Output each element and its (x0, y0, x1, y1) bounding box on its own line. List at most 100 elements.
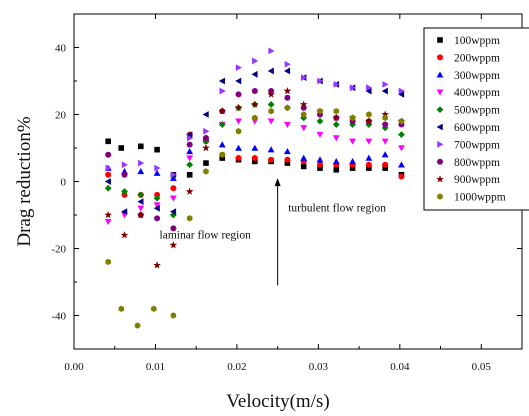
data-point (300, 163, 307, 170)
data-point (332, 135, 340, 142)
data-point (398, 118, 405, 125)
data-point (268, 156, 275, 163)
data-point (333, 166, 340, 173)
y-tick-label: 0 (61, 177, 67, 189)
data-point (366, 165, 372, 171)
data-point (235, 128, 242, 135)
data-point (365, 138, 373, 145)
data-point (234, 103, 243, 112)
data-point (349, 138, 356, 145)
data-point (153, 261, 161, 269)
data-point (169, 195, 177, 202)
data-point (121, 161, 128, 169)
legend-label: 200wppm (454, 52, 500, 64)
x-axis: 0.00 0.01 0.02 0.03 0.04 0.05 (64, 14, 491, 373)
data-point (284, 94, 291, 101)
data-point (105, 258, 111, 266)
legend-marker (436, 89, 444, 96)
data-point (365, 87, 372, 95)
data-point (251, 88, 258, 95)
legend-marker (436, 106, 444, 113)
legend-label: 900wppm (454, 174, 500, 186)
legend-marker (436, 71, 444, 78)
data-point (381, 87, 388, 95)
data-point (398, 173, 405, 180)
data-point (299, 100, 308, 108)
data-point (186, 147, 194, 155)
data-point (267, 101, 275, 108)
data-point (251, 100, 259, 108)
y-tick-label: -20 (51, 244, 66, 256)
data-point (381, 124, 389, 132)
data-point (105, 138, 112, 145)
data-point (154, 215, 161, 222)
data-point (186, 172, 193, 178)
data-point (316, 131, 324, 138)
data-point (202, 111, 209, 118)
x-tick-label: 0.00 (64, 361, 84, 373)
data-point (284, 156, 291, 163)
data-point (202, 134, 209, 141)
data-point (118, 145, 125, 151)
legend-marker (437, 141, 444, 148)
data-point (137, 198, 144, 205)
data-point (317, 107, 323, 115)
data-point (154, 164, 161, 172)
legend-marker (437, 193, 443, 200)
data-point (134, 322, 141, 329)
data-point (365, 161, 372, 168)
data-point (398, 91, 405, 98)
data-point (316, 156, 324, 163)
legend-label: 1000wppm (454, 192, 506, 204)
data-point (105, 171, 112, 178)
series-900wppm (104, 87, 406, 269)
x-tick-label: 0.04 (390, 361, 410, 373)
data-point (317, 165, 323, 171)
data-point (268, 47, 275, 55)
series-1000wppm (105, 104, 405, 329)
data-point (170, 171, 177, 179)
data-point (398, 87, 405, 95)
legend-marker (437, 158, 443, 165)
data-point (121, 188, 128, 195)
y-tick-label: 40 (55, 43, 67, 55)
data-point (121, 208, 128, 216)
data-point (169, 241, 178, 249)
legend-label: 500wppm (454, 105, 500, 117)
data-point (186, 161, 194, 169)
data-point (267, 146, 275, 153)
data-point (154, 146, 160, 153)
data-point (219, 151, 226, 158)
data-point (398, 145, 405, 152)
data-point (104, 184, 112, 192)
data-point (284, 121, 291, 128)
data-point (317, 77, 324, 85)
data-point (153, 194, 161, 202)
data-point (202, 144, 210, 152)
data-point (284, 67, 291, 75)
y-tick-label: 20 (55, 110, 67, 122)
legend-label: 100wppm (454, 35, 500, 47)
data-point (105, 151, 112, 158)
data-point (284, 60, 291, 68)
data-point (153, 204, 160, 212)
data-point (169, 211, 177, 219)
data-point (104, 211, 113, 219)
x-tick-label: 0.01 (146, 361, 165, 373)
data-point (381, 110, 389, 118)
data-point (349, 84, 356, 92)
x-tick-label: 0.02 (227, 361, 246, 373)
data-point (332, 121, 340, 128)
annotation-label: turbulent flow region (288, 203, 386, 215)
data-point (366, 111, 372, 118)
data-point (219, 87, 226, 95)
data-point (268, 107, 274, 115)
data-point (300, 125, 308, 132)
data-point (332, 158, 340, 165)
data-point (105, 164, 112, 172)
data-point (170, 312, 177, 319)
data-point (235, 155, 242, 162)
data-point (169, 208, 177, 216)
data-point (104, 178, 111, 185)
